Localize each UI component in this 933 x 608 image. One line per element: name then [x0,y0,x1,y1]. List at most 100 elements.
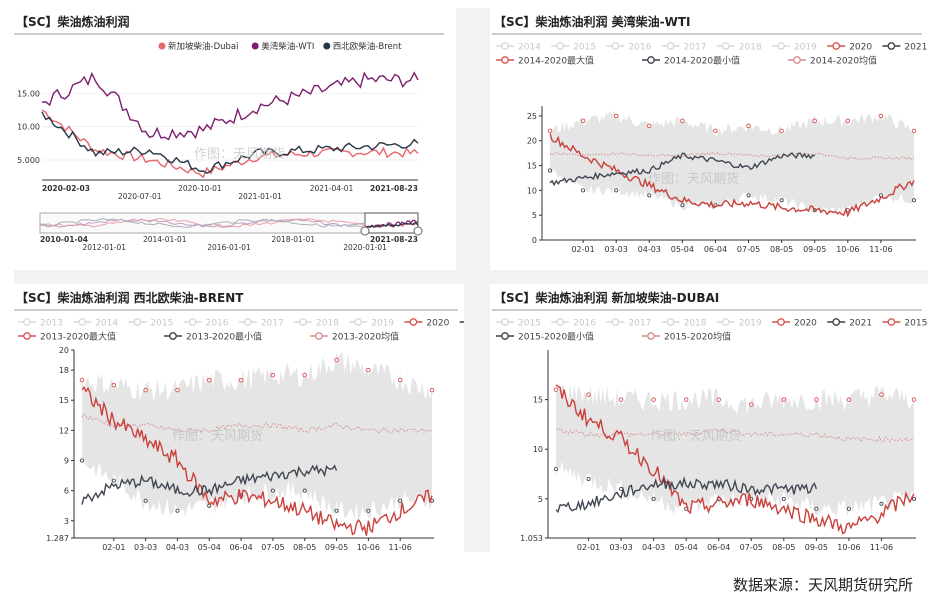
legend-item-row1-2[interactable]: 2017 [606,318,651,329]
legend-item-row1-6[interactable]: 2021 [827,318,872,329]
chart-panel-diesel-crack-overview: 【SC】柴油炼油利润 新加坡柴油-Dubai 美湾柴油-WTI 西北欧柴油-Brent… [14,8,454,270]
legend-item-row2-2[interactable]: 2014-2020均值 [788,55,877,67]
x-tick-label: 06-04 [707,543,730,552]
y-tick-label: 15 [59,396,69,405]
max-marker [683,397,689,402]
max-marker [845,118,851,124]
x-tick-label: 05-04 [198,543,221,552]
legend-item-row2-1[interactable]: 2015-2020均值 [642,331,731,343]
min-marker [80,458,85,463]
legend-item-row1-5[interactable]: 2018 [294,318,339,329]
legend-item-row1-2[interactable]: 2016 [606,42,652,53]
legend-item-row1-5[interactable]: 2019 [772,42,817,53]
legend-item-row1-1-label: 2015 [573,43,596,53]
legend-item-1[interactable]: 美湾柴油-WTI [251,41,315,52]
navigator-handle-left[interactable] [360,226,370,236]
legend-item-row1-7-label: 2015-2020最大值 [904,317,928,329]
min-marker [586,476,591,481]
legend-item-row1-4[interactable]: 2018 [716,42,762,53]
legend-item-row1-5[interactable]: 2020 [772,318,817,329]
legend-item-row1-7[interactable]: 2020 [404,318,450,329]
legend-item-row1-5-label: 2019 [794,43,817,53]
max-marker [846,397,852,402]
legend-item-row1-8[interactable]: 2021 [459,319,464,329]
legend-item-row2-0[interactable]: 2013-2020最大值 [18,331,116,343]
min-marker [911,496,916,501]
x-tick-label: 2020-10-01 [178,184,222,193]
legend-item-row1-4[interactable]: 2017 [238,318,284,329]
legend-item-row2-1[interactable]: 2013-2020最小值 [164,331,262,343]
max-marker [911,128,917,134]
max-marker [79,377,85,383]
max-marker [716,397,721,402]
legend-item-row1-6[interactable]: 2019 [349,318,394,329]
legend-item-row1-1-label: 2016 [573,319,596,329]
max-marker [586,392,591,397]
legend-item-row2-2[interactable]: 2013-2020均值 [310,331,399,343]
legend-item-row1-6-label: 2019 [371,319,394,329]
legend-item-row2-0[interactable]: 2015-2020最小值 [496,331,594,343]
legend-item-row1-0[interactable]: 2014 [496,42,541,53]
legend-item-row1-4[interactable]: 2019 [716,318,762,329]
data-source-note: 数据来源：天风期货研究所 [732,576,913,594]
y-tick-label: 25 [527,112,537,121]
legend-item-row1-1[interactable]: 2015 [551,42,596,53]
legend-item-row2-2-label: 2014-2020均值 [810,55,877,67]
min-marker [814,506,819,511]
legend-item-row1-0[interactable]: 2013 [18,318,63,329]
navigator-handle-right[interactable] [413,226,423,236]
legend-item-0[interactable]: 新加坡柴油-Dubai [158,41,239,52]
chart-title: 【SC】柴油炼油利润 美湾柴油-WTI [494,14,691,29]
max-marker [812,118,817,124]
min-marker [548,168,553,173]
legend-item-row1-6[interactable]: 2020 [827,42,872,53]
legend-item-row1-1[interactable]: 2014 [73,318,118,329]
max-marker [207,377,212,383]
legend-item-row1-4-label: 2017 [261,319,284,329]
series-line-2020 [81,386,433,536]
legend-item-row2-0-label: 2014-2020最大值 [518,55,594,67]
legend-item-row2-0[interactable]: 2014-2020最大值 [496,55,594,67]
x-tick-label: 09-05 [803,245,826,254]
legend-item-row1-0[interactable]: 2015 [496,318,541,329]
legend-item-row1-1[interactable]: 2016 [551,318,596,329]
min-marker [111,478,116,483]
min-marker [651,496,656,501]
series-line-2021 [555,476,818,514]
legend-item-row1-3-label: 2018 [684,319,707,329]
y-tick-label: 5 [538,495,543,504]
legend-item-row1-3[interactable]: 2017 [661,42,707,53]
x-tick-label: 07-05 [737,245,760,254]
x-tick-label: 08-05 [293,543,316,552]
legend-item-row1-7-label: 2021 [904,43,927,53]
max-marker [814,397,819,402]
watermark: 作图：天风期货 [172,428,263,444]
y-tick-label: 18 [59,366,69,375]
max-marker [366,367,371,373]
x-tick-label: 2021-08-23 [370,184,418,193]
legend-item-row1-3[interactable]: 2016 [183,318,229,329]
x-tick-label: 08-05 [770,245,793,254]
historical-range-band [550,111,914,215]
min-marker [175,508,180,513]
legend-item-row1-3[interactable]: 2018 [661,318,707,329]
y-tick-label: 3 [64,517,69,526]
legend-item-2[interactable]: 西北欧柴油-Brent [323,41,402,52]
legend-item-row1-7[interactable]: 2015-2020最大值 [882,317,928,329]
panel-gap-horizontal [14,270,928,284]
x-tick-label: 06-04 [229,543,252,552]
legend-item-row1-2[interactable]: 2015 [128,318,173,329]
legend-item-row2-1-label: 2015-2020均值 [664,331,731,343]
legend-item-row2-1[interactable]: 2014-2020最小值 [642,55,740,67]
series-line-1 [41,71,419,141]
y-tick-label: 10 [533,445,543,454]
max-marker [746,123,751,129]
legend-item-row1-7[interactable]: 2021 [882,42,927,53]
x-tick-label: 09-05 [325,543,348,552]
x-tick-label: 11-06 [870,543,893,552]
min-marker [781,496,786,501]
y-tick-label: 6 [64,487,69,496]
legend-item-row1-6-label: 2021 [849,319,872,329]
max-marker [613,113,619,119]
